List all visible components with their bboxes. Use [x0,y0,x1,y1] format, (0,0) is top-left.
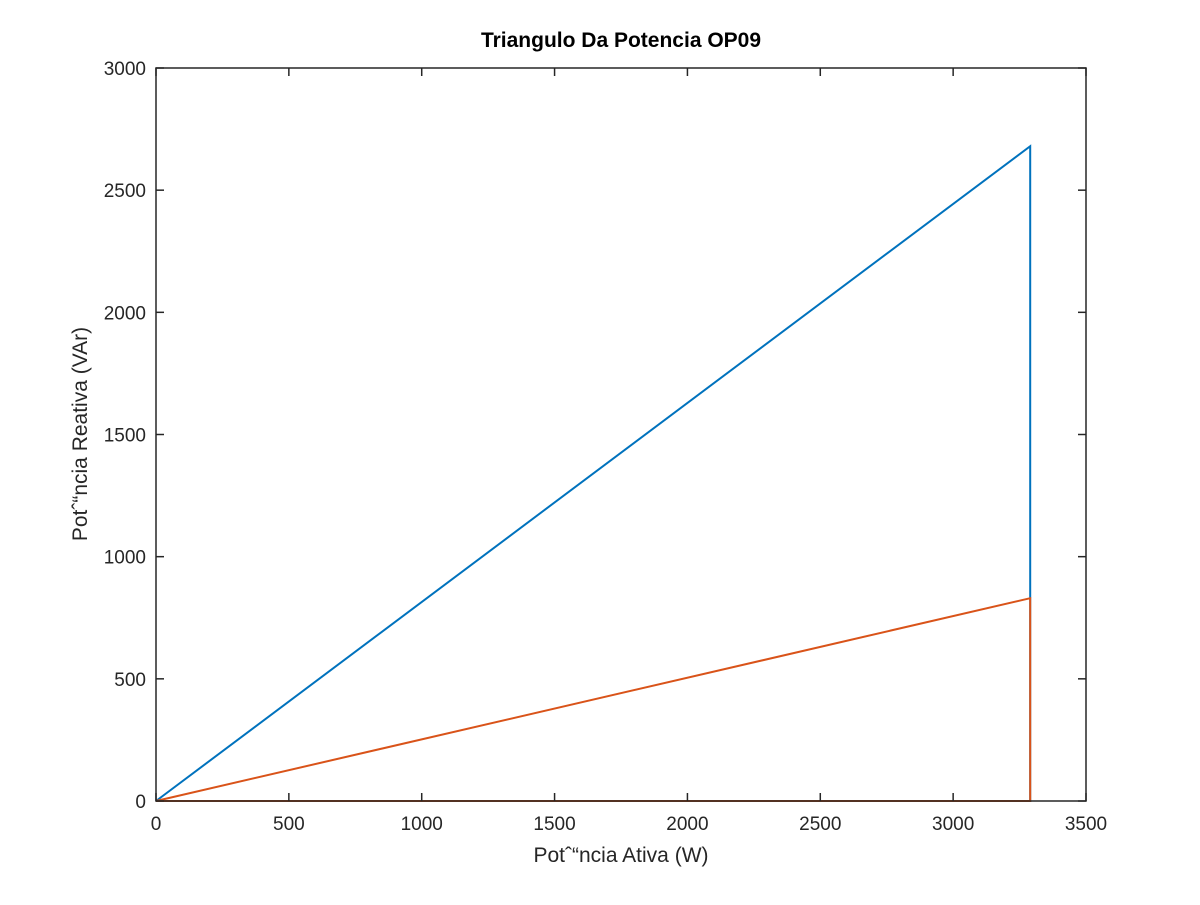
chart-title: Triangulo Da Potencia OP09 [481,29,761,52]
y-axis-label: Potˆ“ncia Reativa (VAr) [69,327,92,541]
x-tick-label: 0 [151,814,162,835]
x-tick-label: 3000 [932,814,974,835]
y-tick-label: 500 [114,670,146,691]
y-tick-label: 2500 [104,181,146,202]
x-tick-label: 500 [273,814,305,835]
x-axis-label: Potˆ“ncia Ativa (W) [533,844,708,867]
x-tick-label: 2000 [666,814,708,835]
x-tick-label: 1500 [533,814,575,835]
x-tick-label: 1000 [401,814,443,835]
y-tick-label: 0 [135,792,146,813]
y-tick-label: 2000 [104,303,146,324]
x-axis: 0 500 1000 1500 2000 2500 3000 3500 [151,68,1107,835]
x-tick-label: 2500 [799,814,841,835]
y-tick-label: 3000 [104,59,146,80]
y-tick-label: 1500 [104,426,146,447]
y-axis: 0 500 1000 1500 2000 2500 3000 [104,59,1086,813]
plot-area-background [156,68,1086,801]
y-tick-label: 1000 [104,548,146,569]
x-tick-label: 3500 [1065,814,1107,835]
